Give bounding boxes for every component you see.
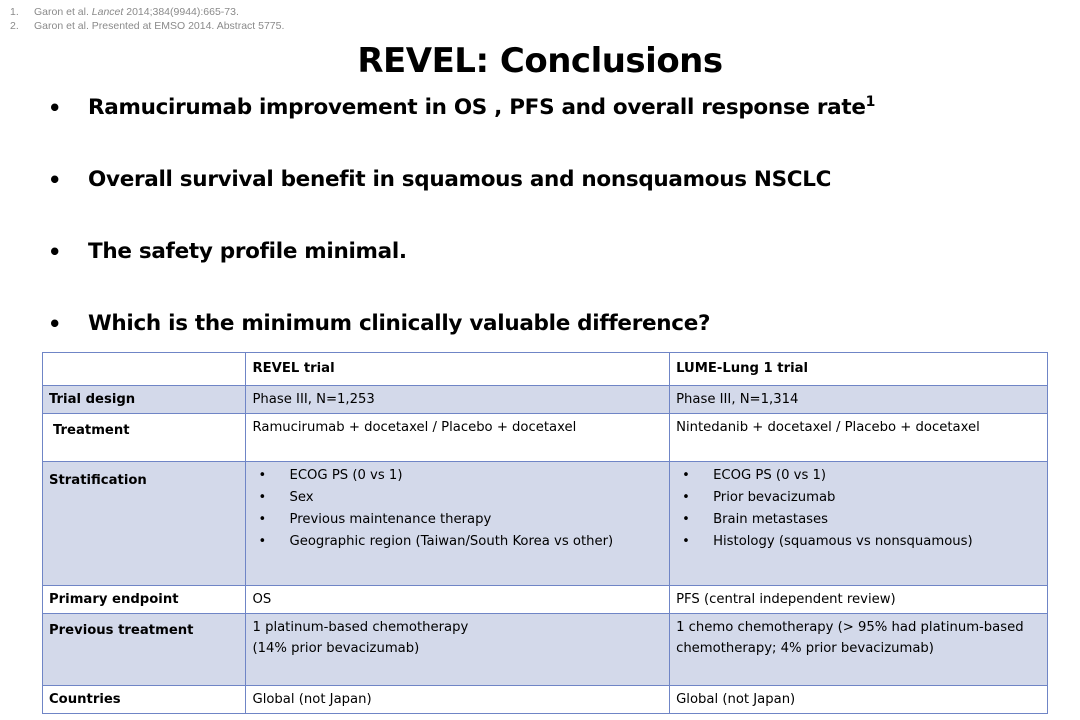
footnote-marker: 1 <box>865 94 876 110</box>
table-row-previous-treatment: Previous treatment 1 platinum-based chem… <box>41 613 1048 686</box>
table-row-trial-design: Trial design Phase III, N=1,253 Phase II… <box>41 385 1048 414</box>
list-item-text: Geographic region (Taiwan/South Korea vs… <box>289 534 614 549</box>
list-item: • Sex <box>252 487 663 509</box>
list-item: • Histology (squamous vs nonsquamous) <box>676 531 1041 553</box>
revel-cell: Global (not Japan) <box>245 685 671 714</box>
header-lume: LUME-Lung 1 trial <box>669 352 1048 386</box>
row-label: Stratification <box>41 461 247 586</box>
bullet-icon: • <box>48 96 62 120</box>
bullet-text: The safety profile minimal. <box>88 239 407 264</box>
lume-cell: PFS (central independent review) <box>669 585 1048 614</box>
cell-line: 1 platinum-based chemotherapy <box>252 620 469 635</box>
list-item-text: Prior bevacizumab <box>713 490 836 505</box>
list-item-text: ECOG PS (0 vs 1) <box>713 468 827 483</box>
row-label: Primary endpoint <box>41 585 247 614</box>
conclusion-bullet: • Ramucirumab improvement in OS , PFS an… <box>48 84 1068 156</box>
bullet-icon: • <box>48 168 62 192</box>
list-item: • Prior bevacizumab <box>676 487 1041 509</box>
reference-1: 1. Garon et al. Lancet 2014;384(9944):665… <box>10 5 284 19</box>
table-row-countries: Countries Global (not Japan) Global (not… <box>41 685 1048 714</box>
bullet-icon: • <box>682 468 690 483</box>
table-row-primary-endpoint: Primary endpoint OS PFS (central indepen… <box>41 585 1048 614</box>
bullet-text: Ramucirumab improvement in OS , PFS and … <box>88 95 866 120</box>
lume-cell: Nintedanib + docetaxel / Placebo + docet… <box>669 413 1048 462</box>
bullet-icon: • <box>258 468 267 483</box>
lume-cell: • ECOG PS (0 vs 1) • Prior bevacizumab • Br… <box>669 461 1048 586</box>
revel-cell: 1 platinum-based chemotherapy (14% prior… <box>245 613 671 686</box>
list-item-text: Previous maintenance therapy <box>289 512 492 527</box>
bullet-icon: • <box>258 490 267 505</box>
conclusion-bullet: • Overall survival benefit in squamous a… <box>48 156 1068 228</box>
list-item-text: Brain metastases <box>713 512 829 527</box>
row-label: Trial design <box>41 385 247 414</box>
list-item: • Previous maintenance therapy <box>252 509 663 531</box>
trial-comparison-table: REVEL trial LUME-Lung 1 trial Trial desi… <box>41 352 1048 714</box>
lume-cell: Global (not Japan) <box>669 685 1048 714</box>
table-row-stratification: Stratification • ECOG PS (0 vs 1) • Sex • P… <box>41 461 1048 586</box>
list-item: • ECOG PS (0 vs 1) <box>676 465 1041 487</box>
bullet-icon: • <box>682 490 690 505</box>
reference-citation: 2014;384(9944):665-73. <box>123 6 239 18</box>
list-item-text: Sex <box>289 490 314 505</box>
bullet-icon: • <box>682 534 690 549</box>
stratification-list: • ECOG PS (0 vs 1) • Prior bevacizumab • Br… <box>676 465 1041 553</box>
row-label: Countries <box>41 685 247 714</box>
reference-number: 2. <box>10 20 19 32</box>
conclusion-list: • Ramucirumab improvement in OS , PFS an… <box>48 84 1068 372</box>
row-label: Treatment <box>41 413 247 462</box>
list-item: • ECOG PS (0 vs 1) <box>252 465 663 487</box>
revel-cell: Ramucirumab + docetaxel / Placebo + doce… <box>245 413 671 462</box>
stratification-list: • ECOG PS (0 vs 1) • Sex • Previous mainten… <box>252 465 663 553</box>
reference-text: Garon et al. <box>34 6 92 18</box>
list-item-text: ECOG PS (0 vs 1) <box>289 468 403 483</box>
header-revel: REVEL trial <box>245 352 671 386</box>
bullet-text: Which is the minimum clinically valuable… <box>88 311 711 336</box>
conclusion-bullet: • The safety profile minimal. <box>48 228 1068 300</box>
bullet-icon: • <box>258 512 267 527</box>
header-empty-cell <box>41 352 247 386</box>
list-item: • Geographic region (Taiwan/South Korea v… <box>252 531 663 553</box>
slide-title: REVEL: Conclusions <box>357 41 723 81</box>
revel-cell: Phase III, N=1,253 <box>245 385 671 414</box>
table-header-row: REVEL trial LUME-Lung 1 trial <box>41 352 1048 386</box>
bullet-icon: • <box>48 312 62 336</box>
lume-cell: Phase III, N=1,314 <box>669 385 1048 414</box>
revel-cell: • ECOG PS (0 vs 1) • Sex • Previous mainten… <box>245 461 671 586</box>
revel-cell: OS <box>245 585 671 614</box>
row-label: Previous treatment <box>41 613 247 686</box>
reference-journal: Lancet <box>91 6 124 18</box>
list-item-text: Histology (squamous vs nonsquamous) <box>713 534 973 549</box>
reference-number: 1. <box>10 6 19 18</box>
bullet-icon: • <box>48 240 62 264</box>
reference-text: Garon et al. Presented at EMSO 2014. Abs… <box>34 20 285 32</box>
conclusion-bullet: • Which is the minimum clinically valuab… <box>48 300 1068 372</box>
reference-2: 2. Garon et al. Presented at EMSO 2014. A… <box>10 19 284 33</box>
bullet-icon: • <box>258 534 267 549</box>
references: 1. Garon et al. Lancet 2014;384(9944):665… <box>10 5 284 33</box>
bullet-icon: • <box>682 512 690 527</box>
table-row-treatment: Treatment Ramucirumab + docetaxel / Plac… <box>41 413 1048 462</box>
lume-cell: 1 chemo chemotherapy (> 95% had platinum… <box>669 613 1048 686</box>
bullet-text: Overall survival benefit in squamous and… <box>88 167 832 192</box>
list-item: • Brain metastases <box>676 509 1041 531</box>
cell-line: (14% prior bevacizumab) <box>252 641 420 656</box>
